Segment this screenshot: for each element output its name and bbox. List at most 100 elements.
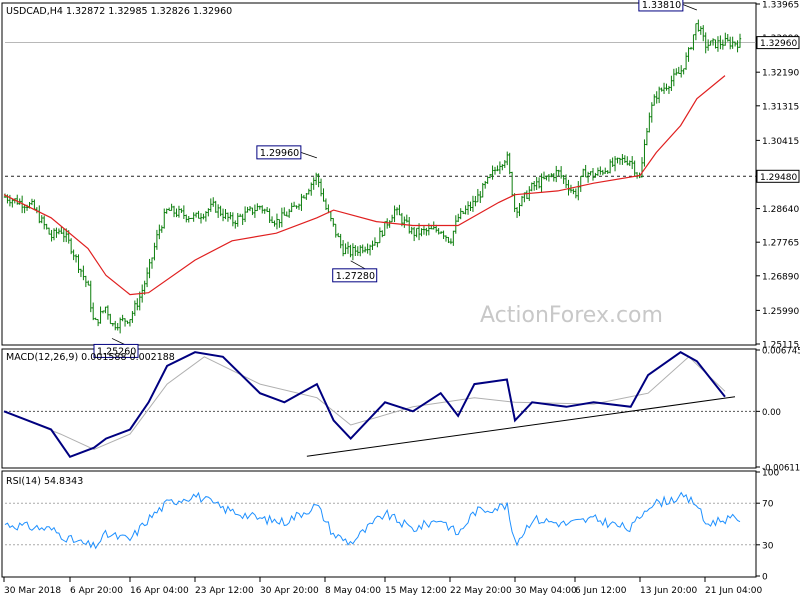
ohlc-bar bbox=[145, 267, 149, 288]
ohlc-bar bbox=[454, 215, 457, 234]
ohlc-bar bbox=[738, 33, 742, 48]
annotation-label: 1.29960 bbox=[260, 148, 299, 159]
ohlc-bar bbox=[43, 215, 46, 230]
ohlc-bar bbox=[337, 232, 340, 238]
price-y-tick-label: 1.33965 bbox=[762, 1, 799, 11]
support-label-box bbox=[756, 169, 800, 183]
ohlc-bar bbox=[525, 190, 529, 200]
ohlc-bar bbox=[574, 188, 578, 199]
ohlc-bar bbox=[699, 26, 702, 35]
ohlc-bar bbox=[126, 320, 129, 324]
ohlc-bar bbox=[596, 167, 600, 177]
ohlc-bar bbox=[207, 208, 210, 217]
ohlc-bar bbox=[447, 236, 450, 244]
ohlc-bar bbox=[285, 211, 288, 217]
ohlc-bar bbox=[405, 214, 408, 223]
ohlc-bar bbox=[104, 306, 107, 314]
ohlc-bar bbox=[317, 173, 320, 188]
ohlc-bar bbox=[709, 40, 712, 46]
ohlc-bar bbox=[136, 298, 139, 311]
ohlc-bar bbox=[464, 205, 467, 215]
ohlc-bar bbox=[729, 36, 732, 50]
macd-signal-line bbox=[3, 356, 726, 451]
ohlc-bar bbox=[493, 166, 497, 175]
ohlc-bar bbox=[199, 213, 203, 224]
ohlc-bar bbox=[160, 225, 163, 233]
current-price-box bbox=[756, 36, 800, 50]
ohlc-bar bbox=[626, 156, 629, 166]
price-annotation: 1.25260 bbox=[93, 338, 139, 358]
ohlc-bar bbox=[275, 213, 279, 230]
price-y-tick-label: 1.30415 bbox=[762, 137, 799, 147]
ohlc-bar bbox=[47, 227, 51, 235]
ohlc-bar bbox=[481, 182, 484, 198]
ohlc-bar bbox=[476, 188, 480, 203]
ohlc-bar bbox=[221, 208, 225, 222]
ohlc-bar bbox=[292, 201, 296, 207]
ohlc-bar bbox=[356, 246, 359, 256]
ohlc-bar bbox=[704, 32, 707, 54]
ohlc-bar bbox=[584, 164, 587, 178]
rsi-line bbox=[4, 491, 741, 550]
ohlc-bar bbox=[643, 139, 646, 167]
ohlc-bar bbox=[295, 205, 298, 209]
ohlc-bar bbox=[503, 160, 506, 169]
ohlc-bar bbox=[515, 207, 519, 218]
price-y-tick-label: 1.31315 bbox=[762, 102, 799, 112]
ohlc-bar bbox=[719, 35, 722, 50]
ohlc-bar bbox=[40, 215, 43, 224]
ohlc-bar bbox=[518, 202, 521, 217]
ohlc-bar bbox=[319, 178, 323, 197]
ohlc-bar bbox=[471, 195, 475, 212]
price-y-tick-label: 1.25115 bbox=[762, 341, 799, 351]
ohlc-bar bbox=[403, 216, 406, 228]
ohlc-bar bbox=[72, 249, 75, 261]
ohlc-bar bbox=[133, 300, 137, 316]
rsi-y-tick-label: 100 bbox=[762, 469, 779, 479]
ohlc-bar bbox=[204, 211, 208, 222]
ohlc-bar bbox=[547, 173, 551, 182]
ohlc-bar bbox=[640, 157, 644, 178]
ohlc-bar bbox=[265, 207, 269, 213]
ohlc-bar bbox=[224, 209, 227, 220]
ohlc-bar bbox=[466, 201, 470, 215]
ohlc-bar bbox=[510, 171, 514, 196]
ohlc-bar bbox=[381, 230, 384, 238]
ohlc-bar bbox=[361, 244, 364, 254]
ohlc-bar bbox=[731, 36, 734, 49]
ohlc-bar bbox=[300, 193, 303, 211]
price-y-tick-label: 1.28640 bbox=[762, 205, 799, 215]
ohlc-bar bbox=[23, 204, 26, 214]
rsi-title: RSI(14) 54.8343 bbox=[6, 476, 83, 487]
ohlc-bar bbox=[628, 160, 631, 167]
ohlc-bar bbox=[258, 205, 261, 210]
rsi-panel-frame bbox=[1, 470, 757, 578]
ohlc-bar bbox=[89, 280, 92, 313]
ohlc-bar bbox=[721, 39, 725, 50]
ohlc-bar bbox=[251, 207, 254, 216]
ohlc-bar bbox=[165, 208, 168, 214]
moving-average-line bbox=[3, 75, 726, 296]
ohlc-bar bbox=[92, 302, 95, 321]
price-annotation: 1.33810 bbox=[638, 0, 698, 12]
ohlc-bar bbox=[586, 171, 590, 183]
ohlc-bar bbox=[339, 233, 342, 249]
ohlc-bar bbox=[623, 155, 627, 163]
ohlc-bar bbox=[314, 172, 318, 185]
ohlc-bar bbox=[273, 220, 276, 227]
ohlc-bar bbox=[101, 310, 105, 314]
ohlc-bar bbox=[18, 198, 21, 205]
ohlc-bar bbox=[383, 221, 386, 236]
ohlc-bar bbox=[692, 34, 695, 51]
ohlc-bar bbox=[114, 320, 117, 331]
ohlc-bar bbox=[118, 317, 122, 334]
ohlc-bar bbox=[190, 217, 193, 219]
ohlc-bar bbox=[8, 194, 12, 207]
x-axis: 30 Mar 2018 6 Apr 20:00 16 Apr 04:00 23 Apr… bbox=[3, 577, 762, 596]
ohlc-bar bbox=[346, 241, 350, 254]
ohlc-bar bbox=[655, 91, 658, 104]
ohlc-bar bbox=[393, 205, 396, 223]
ohlc-bar bbox=[256, 203, 259, 212]
ohlc-bar bbox=[16, 194, 19, 205]
